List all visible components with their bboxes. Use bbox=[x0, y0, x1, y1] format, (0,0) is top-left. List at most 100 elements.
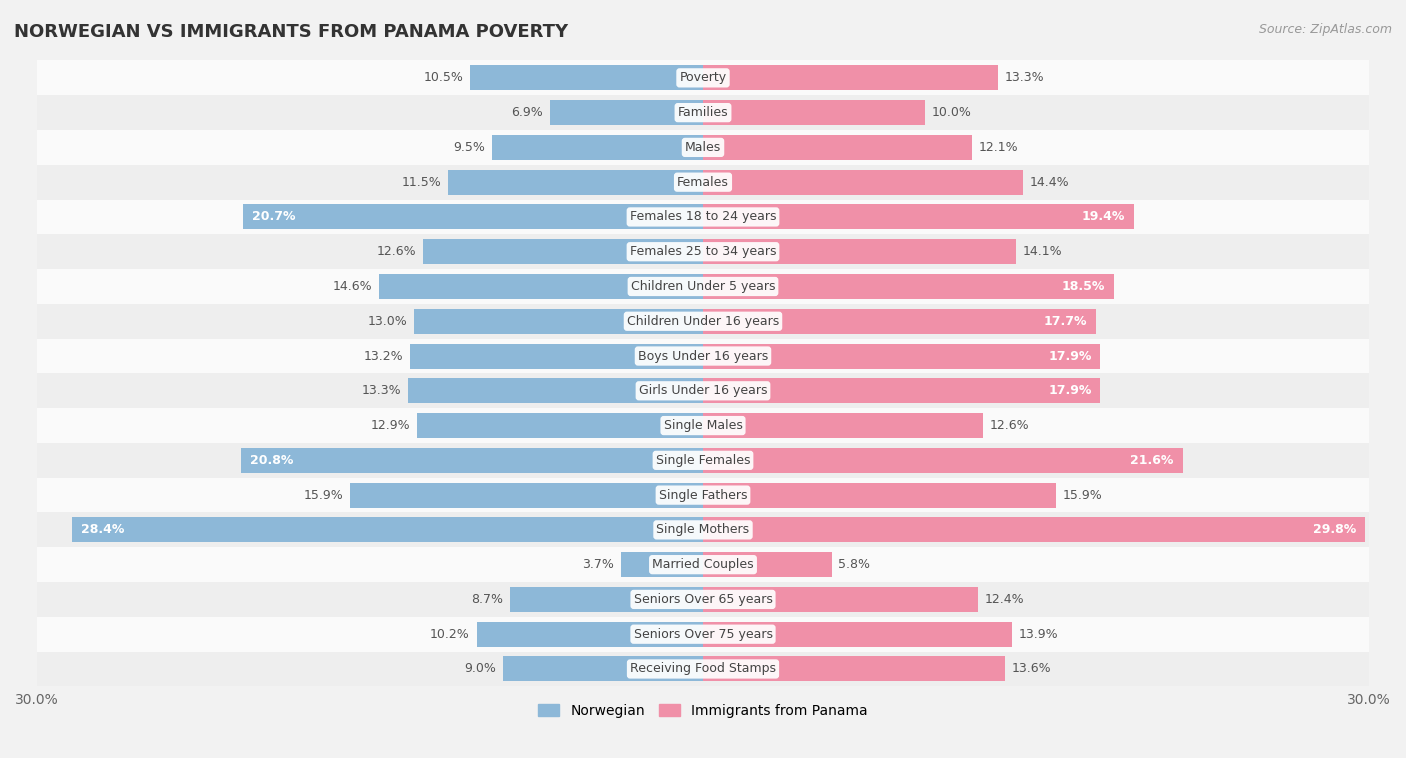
Bar bbox=[37, 96, 1369, 130]
Bar bbox=[37, 374, 1369, 409]
Text: 21.6%: 21.6% bbox=[1130, 454, 1174, 467]
Bar bbox=[72, 518, 703, 543]
Bar bbox=[703, 518, 1365, 543]
Text: 6.9%: 6.9% bbox=[512, 106, 543, 119]
Text: Boys Under 16 years: Boys Under 16 years bbox=[638, 349, 768, 362]
Text: Single Females: Single Females bbox=[655, 454, 751, 467]
Text: Single Males: Single Males bbox=[664, 419, 742, 432]
Bar bbox=[621, 552, 703, 577]
Text: 14.6%: 14.6% bbox=[333, 280, 373, 293]
Bar bbox=[550, 100, 703, 125]
Bar bbox=[503, 656, 703, 681]
Bar bbox=[703, 343, 1101, 368]
Text: 29.8%: 29.8% bbox=[1313, 523, 1355, 537]
Bar bbox=[703, 309, 1097, 334]
Bar bbox=[411, 343, 703, 368]
Text: Females: Females bbox=[678, 176, 728, 189]
Text: Males: Males bbox=[685, 141, 721, 154]
Text: Children Under 5 years: Children Under 5 years bbox=[631, 280, 775, 293]
Text: Married Couples: Married Couples bbox=[652, 558, 754, 571]
Bar bbox=[703, 274, 1114, 299]
Text: 13.0%: 13.0% bbox=[368, 315, 408, 327]
Text: NORWEGIAN VS IMMIGRANTS FROM PANAMA POVERTY: NORWEGIAN VS IMMIGRANTS FROM PANAMA POVE… bbox=[14, 23, 568, 41]
Bar bbox=[703, 552, 832, 577]
Bar bbox=[37, 512, 1369, 547]
Text: 12.6%: 12.6% bbox=[377, 246, 416, 258]
Text: 14.1%: 14.1% bbox=[1022, 246, 1063, 258]
Text: 3.7%: 3.7% bbox=[582, 558, 614, 571]
Text: 15.9%: 15.9% bbox=[1063, 489, 1102, 502]
Text: 20.7%: 20.7% bbox=[252, 211, 295, 224]
Text: 12.1%: 12.1% bbox=[979, 141, 1018, 154]
Text: 12.4%: 12.4% bbox=[986, 593, 1025, 606]
Bar bbox=[37, 409, 1369, 443]
Text: 11.5%: 11.5% bbox=[401, 176, 441, 189]
Bar bbox=[703, 622, 1012, 647]
Bar bbox=[37, 478, 1369, 512]
Bar bbox=[447, 170, 703, 195]
Bar bbox=[37, 582, 1369, 617]
Text: 12.9%: 12.9% bbox=[370, 419, 411, 432]
Bar bbox=[703, 587, 979, 612]
Bar bbox=[703, 483, 1056, 508]
Text: 28.4%: 28.4% bbox=[82, 523, 125, 537]
Bar bbox=[243, 205, 703, 230]
Text: 10.2%: 10.2% bbox=[430, 628, 470, 641]
Text: 9.5%: 9.5% bbox=[454, 141, 485, 154]
Bar bbox=[703, 413, 983, 438]
Bar bbox=[37, 130, 1369, 164]
Bar bbox=[416, 413, 703, 438]
Bar bbox=[703, 100, 925, 125]
Text: 15.9%: 15.9% bbox=[304, 489, 343, 502]
Bar bbox=[470, 65, 703, 90]
Bar bbox=[703, 448, 1182, 473]
Text: Females 18 to 24 years: Females 18 to 24 years bbox=[630, 211, 776, 224]
Text: 13.6%: 13.6% bbox=[1012, 662, 1052, 675]
Bar bbox=[703, 240, 1017, 265]
Text: 17.9%: 17.9% bbox=[1049, 349, 1091, 362]
Text: Females 25 to 34 years: Females 25 to 34 years bbox=[630, 246, 776, 258]
Bar bbox=[37, 652, 1369, 686]
Bar bbox=[37, 339, 1369, 374]
Bar bbox=[37, 269, 1369, 304]
Legend: Norwegian, Immigrants from Panama: Norwegian, Immigrants from Panama bbox=[533, 698, 873, 723]
Bar bbox=[37, 304, 1369, 339]
Text: 20.8%: 20.8% bbox=[250, 454, 294, 467]
Text: 17.9%: 17.9% bbox=[1049, 384, 1091, 397]
Text: 17.7%: 17.7% bbox=[1043, 315, 1087, 327]
Text: Girls Under 16 years: Girls Under 16 years bbox=[638, 384, 768, 397]
Text: 19.4%: 19.4% bbox=[1081, 211, 1125, 224]
Bar bbox=[703, 170, 1022, 195]
Text: 8.7%: 8.7% bbox=[471, 593, 503, 606]
Bar bbox=[37, 164, 1369, 199]
Bar bbox=[37, 617, 1369, 652]
Bar bbox=[477, 622, 703, 647]
Text: 14.4%: 14.4% bbox=[1029, 176, 1069, 189]
Bar bbox=[37, 61, 1369, 96]
Bar bbox=[37, 234, 1369, 269]
Text: Source: ZipAtlas.com: Source: ZipAtlas.com bbox=[1258, 23, 1392, 36]
Text: Families: Families bbox=[678, 106, 728, 119]
Text: Poverty: Poverty bbox=[679, 71, 727, 84]
Text: Children Under 16 years: Children Under 16 years bbox=[627, 315, 779, 327]
Text: Seniors Over 75 years: Seniors Over 75 years bbox=[634, 628, 772, 641]
Text: 13.2%: 13.2% bbox=[364, 349, 404, 362]
Text: Seniors Over 65 years: Seniors Over 65 years bbox=[634, 593, 772, 606]
Text: 10.0%: 10.0% bbox=[932, 106, 972, 119]
Text: 13.3%: 13.3% bbox=[1005, 71, 1045, 84]
Bar bbox=[703, 205, 1133, 230]
Bar bbox=[37, 199, 1369, 234]
Text: Single Fathers: Single Fathers bbox=[659, 489, 747, 502]
Bar bbox=[492, 135, 703, 160]
Bar bbox=[408, 378, 703, 403]
Bar bbox=[37, 547, 1369, 582]
Bar bbox=[703, 65, 998, 90]
Text: 9.0%: 9.0% bbox=[464, 662, 496, 675]
Text: 13.9%: 13.9% bbox=[1018, 628, 1057, 641]
Text: 12.6%: 12.6% bbox=[990, 419, 1029, 432]
Bar bbox=[703, 656, 1005, 681]
Bar bbox=[37, 443, 1369, 478]
Text: 18.5%: 18.5% bbox=[1062, 280, 1105, 293]
Bar bbox=[703, 135, 972, 160]
Text: Receiving Food Stamps: Receiving Food Stamps bbox=[630, 662, 776, 675]
